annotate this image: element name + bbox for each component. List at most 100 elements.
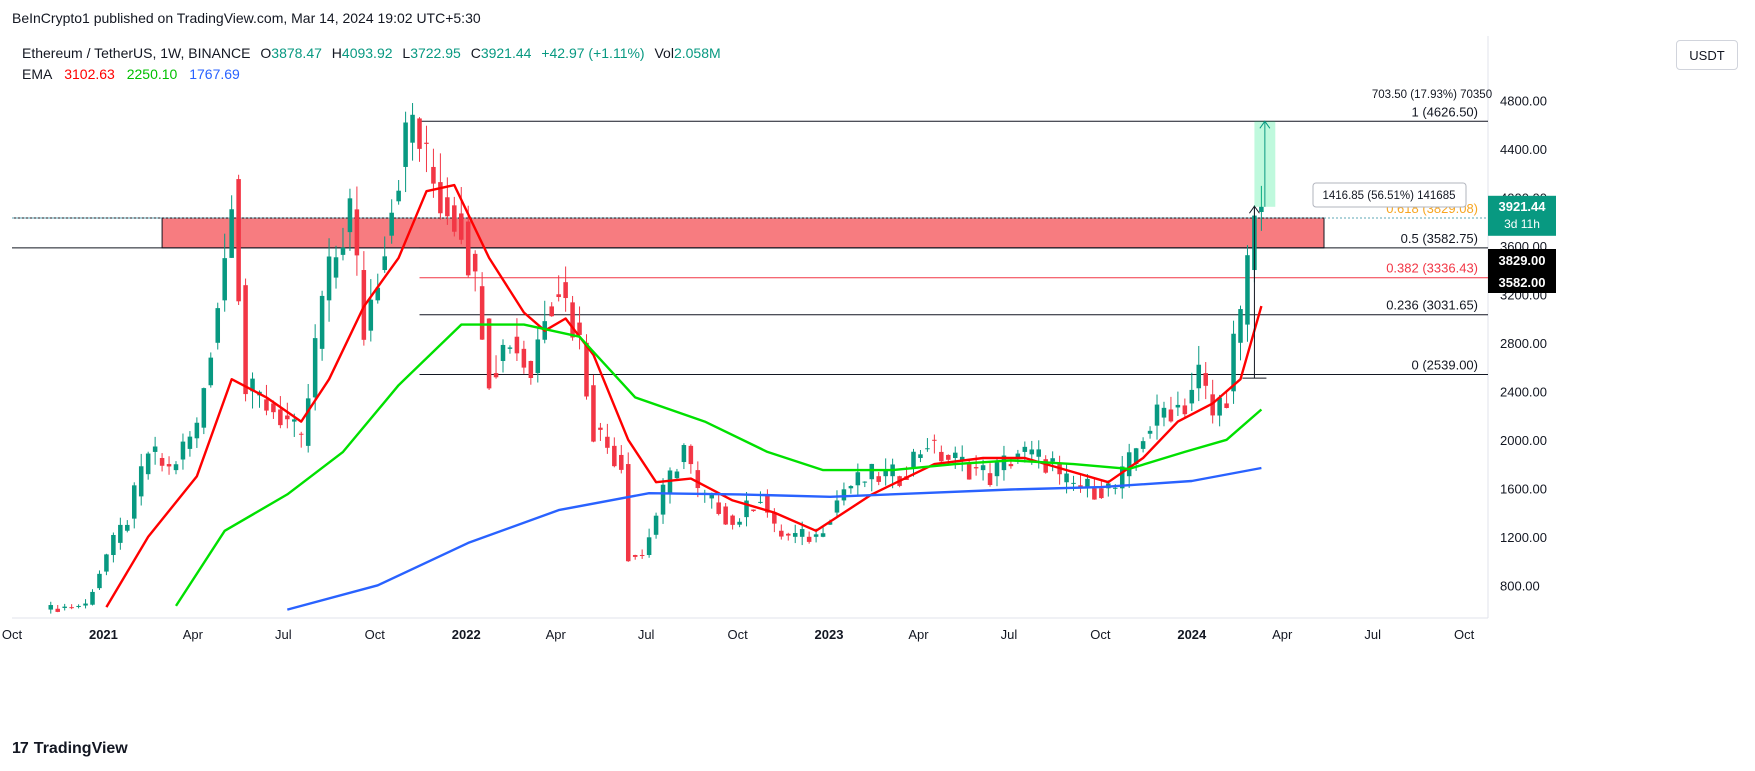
ema-short-line xyxy=(105,183,1263,608)
candle-body xyxy=(1259,206,1264,213)
candle-body xyxy=(340,247,346,255)
candle-body xyxy=(138,466,144,497)
currency-button[interactable]: USDT xyxy=(1676,40,1738,70)
candle-body xyxy=(786,533,791,536)
candle-body xyxy=(681,445,687,463)
time-tick-label: 2022 xyxy=(452,627,481,642)
candle-body xyxy=(396,190,401,202)
symbol-name[interactable]: Ethereum / TetherUS, 1W, BINANCE xyxy=(22,45,251,61)
candle-body xyxy=(1196,364,1202,389)
time-tick-label: Oct xyxy=(1090,627,1111,642)
candle-body xyxy=(215,308,221,343)
candle-body xyxy=(1245,255,1250,325)
candle-body xyxy=(472,253,478,272)
candle-body xyxy=(55,608,60,612)
measure-prev-tooltip xyxy=(1312,182,1467,208)
candle-body xyxy=(730,515,735,525)
candle-body xyxy=(744,500,749,518)
price-tick-label: 800.00 xyxy=(1500,578,1540,593)
candle-body xyxy=(382,256,387,271)
candle-body xyxy=(1224,403,1229,408)
candle-body xyxy=(1175,404,1181,408)
candle-body xyxy=(521,348,527,368)
candle-body xyxy=(1043,459,1048,473)
candle-body xyxy=(716,502,721,514)
candle-body xyxy=(751,509,756,512)
candle-body xyxy=(709,493,714,499)
candle-body xyxy=(354,209,360,256)
ema-value-long: 1767.69 xyxy=(189,66,240,82)
candle-body xyxy=(570,302,575,338)
candle-body xyxy=(848,486,854,489)
candle-body xyxy=(1099,488,1104,499)
candle-body xyxy=(632,555,638,557)
candle-body xyxy=(932,439,937,441)
candle-body xyxy=(577,322,582,335)
candle-body xyxy=(535,339,541,374)
time-tick-label: Oct xyxy=(365,627,386,642)
candle-body xyxy=(333,257,339,278)
candle-body xyxy=(528,360,534,379)
candle-body xyxy=(375,287,381,301)
candle-body xyxy=(486,318,492,389)
candle-body xyxy=(772,512,777,524)
candle-body xyxy=(612,445,617,467)
last-price-tag xyxy=(1488,195,1556,236)
candle-body xyxy=(1015,453,1021,458)
candle-body xyxy=(312,338,318,398)
candle-body xyxy=(187,436,193,449)
time-tick-label: Jul xyxy=(1364,627,1381,642)
candle-body xyxy=(653,515,659,535)
candle-body xyxy=(1022,446,1028,452)
ema-value-mid: 2250.10 xyxy=(126,66,178,82)
candle-body xyxy=(431,166,436,184)
candle-body xyxy=(765,494,770,513)
measure-up-label: 703.50 (17.93%) 70350 xyxy=(1372,89,1492,101)
candle-body xyxy=(994,462,1000,477)
candle-body xyxy=(619,454,624,470)
ohlc-low: L3722.95 xyxy=(402,45,461,61)
candle-body xyxy=(243,285,248,395)
candle-body xyxy=(104,554,109,572)
candle-body xyxy=(966,464,972,480)
ohlc-open: O3878.47 xyxy=(260,45,322,61)
candle-body xyxy=(1092,488,1097,500)
ema-value-short: 3102.63 xyxy=(64,66,115,82)
candle-body xyxy=(605,436,610,448)
candle-body xyxy=(201,388,207,428)
candle-body xyxy=(445,197,450,217)
tradingview-logo[interactable]: 17 TradingView xyxy=(12,740,128,758)
ema-label[interactable]: EMA xyxy=(22,66,53,82)
candle-body xyxy=(1238,309,1243,343)
candle-body xyxy=(1085,478,1090,487)
candle-body xyxy=(827,522,833,525)
ema-legend: EMA 3102.63 2250.10 1767.69 xyxy=(22,66,248,82)
zone-price-tag xyxy=(1488,249,1556,271)
candle-body xyxy=(792,533,798,537)
measure-prev-arrowhead xyxy=(1249,205,1260,214)
candle-body xyxy=(799,529,805,537)
candle-body xyxy=(145,453,151,475)
candle-body xyxy=(271,403,276,413)
candle-body xyxy=(625,464,631,562)
candle-body xyxy=(90,591,95,605)
candle-body xyxy=(862,481,868,483)
time-tick-label: Apr xyxy=(546,627,567,642)
candle-body xyxy=(97,573,102,589)
time-tick-label: Apr xyxy=(1272,627,1293,642)
time-tick-label: 2024 xyxy=(1177,627,1207,642)
candle-body xyxy=(563,282,568,299)
candle-body xyxy=(131,485,137,519)
ohlc-change: +42.97 (+1.11%) xyxy=(541,45,645,61)
candle-body xyxy=(69,607,74,609)
candle-body xyxy=(646,537,652,556)
candle-body xyxy=(1050,458,1055,462)
candle-body xyxy=(959,456,965,462)
measure-prev-label: 1416.85 (56.51%) 141685 xyxy=(1323,190,1456,202)
ema-long-line xyxy=(286,466,1262,611)
candle-body xyxy=(236,179,241,302)
ohlc-close: C3921.44 xyxy=(470,45,532,61)
candle-body xyxy=(918,454,923,458)
candle-body xyxy=(264,399,269,411)
